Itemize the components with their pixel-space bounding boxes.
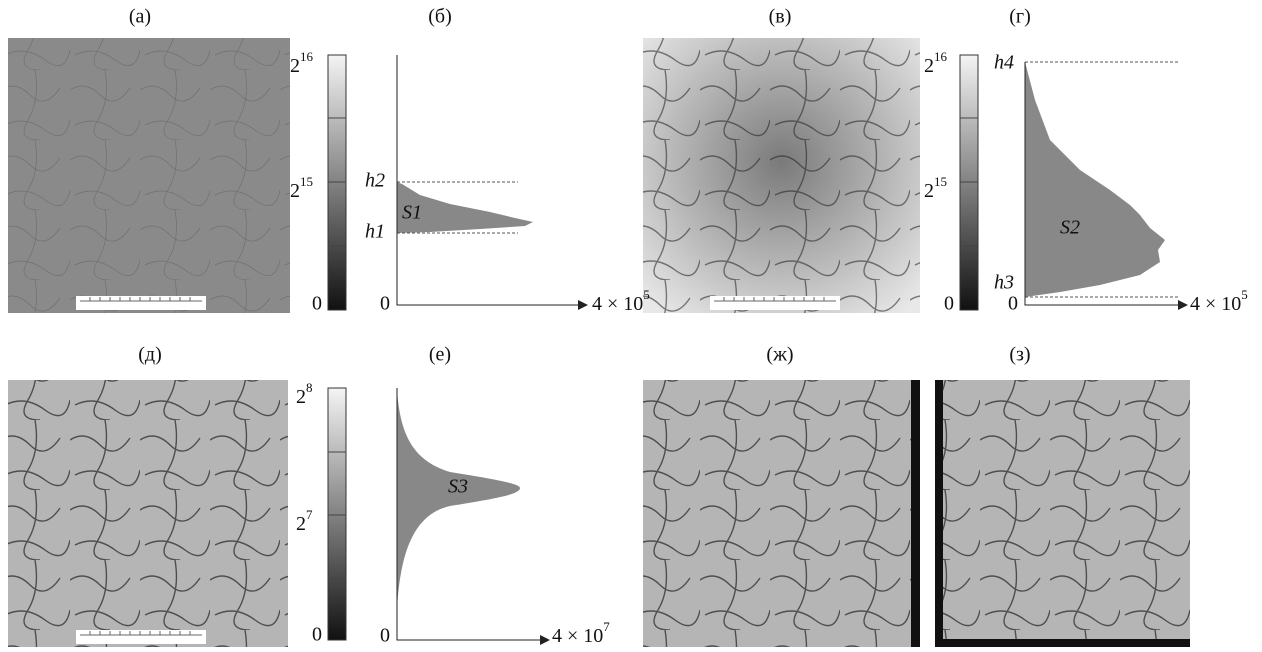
axis-label: 4 × 107 — [552, 619, 610, 647]
text-part: 2 — [296, 513, 306, 535]
image-d — [8, 380, 288, 647]
axis-label: 4 × 105 — [1190, 287, 1248, 315]
text-part: 16 — [934, 49, 948, 64]
area-label: S1 — [402, 202, 422, 224]
text-part: 2 — [290, 180, 300, 202]
colorbar-label: 0 — [312, 624, 322, 646]
colorbar-label: 216 — [924, 49, 948, 77]
text-part: 7 — [603, 619, 610, 634]
figure: (а) (б) (в) (г) (д) (е) (ж) (з) 216 215 … — [0, 0, 1262, 647]
colorbar-label: 27 — [296, 507, 313, 535]
panel-label: (е) — [429, 344, 451, 366]
text-part: 7 — [306, 507, 313, 522]
colorbar-label: 0 — [312, 293, 322, 315]
image-a — [8, 38, 290, 313]
image-v — [643, 38, 920, 313]
level-label: h2 — [365, 170, 385, 192]
colorbar-label: 0 — [944, 293, 954, 315]
panel-label: (д) — [138, 344, 162, 366]
text-part: 2 — [296, 386, 306, 408]
level-label: h3 — [994, 272, 1014, 294]
colorbar: 216 215 0 — [924, 49, 978, 315]
axis-label: 0 — [1008, 293, 1018, 315]
text-part: 2 — [290, 55, 300, 77]
colorbar-label: 215 — [924, 174, 947, 202]
text-part: 2 — [924, 55, 934, 77]
panel-label: (а) — [129, 6, 151, 28]
text-part: 8 — [306, 380, 313, 395]
histogram: 0 4 × 105 h4 h3 S2 — [994, 52, 1248, 315]
text-part: 4 × 10 — [552, 625, 603, 647]
text-part: 16 — [300, 49, 314, 64]
text-part: 15 — [934, 174, 947, 189]
level-label: h1 — [365, 221, 385, 243]
level-label: h4 — [994, 52, 1014, 74]
text-part: 5 — [1241, 287, 1248, 302]
image-z — [935, 380, 1190, 647]
panel-label: (б) — [428, 6, 452, 28]
colorbar: 216 215 0 — [290, 49, 346, 315]
panel-label: (г) — [1009, 6, 1031, 28]
colorbar-label: 216 — [290, 49, 314, 77]
area-label: S2 — [1060, 217, 1080, 239]
panel-label: (з) — [1009, 344, 1030, 366]
histogram: 0 4 × 105 h2 h1 S1 — [365, 55, 650, 315]
area-label: S3 — [448, 476, 468, 498]
text-part: 4 × 10 — [592, 293, 643, 315]
histogram: 0 4 × 107 S3 — [380, 388, 610, 647]
colorbar: 28 27 0 — [296, 380, 346, 646]
axis-label: 0 — [380, 625, 390, 647]
text-part: 2 — [924, 180, 934, 202]
colorbar-label: 215 — [290, 174, 313, 202]
axis-label: 4 × 105 — [592, 287, 650, 315]
panel-label: (ж) — [766, 344, 793, 366]
image-zh — [643, 380, 920, 647]
panel-label: (в) — [769, 6, 792, 28]
text-part: 4 × 10 — [1190, 293, 1241, 315]
text-part: 5 — [643, 287, 650, 302]
colorbar-label: 28 — [296, 380, 313, 408]
text-part: 15 — [300, 174, 313, 189]
axis-label: 0 — [380, 293, 390, 315]
